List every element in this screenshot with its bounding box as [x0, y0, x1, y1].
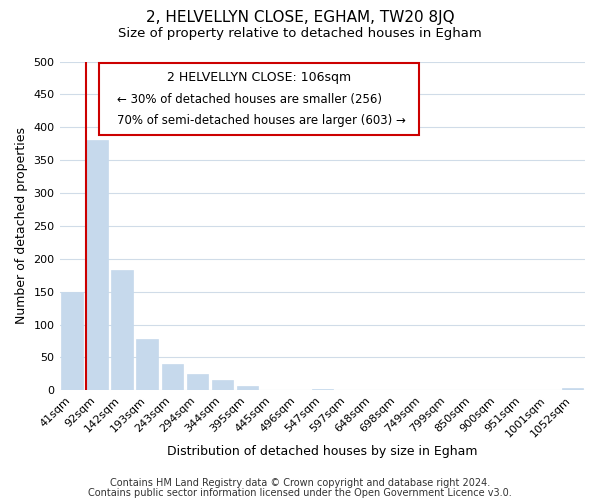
Bar — [311, 389, 333, 390]
Bar — [187, 374, 208, 390]
Text: 2 HELVELLYN CLOSE: 106sqm: 2 HELVELLYN CLOSE: 106sqm — [167, 70, 351, 84]
FancyBboxPatch shape — [99, 63, 419, 136]
Bar — [61, 292, 83, 390]
Bar — [161, 364, 183, 390]
Text: Contains public sector information licensed under the Open Government Licence v3: Contains public sector information licen… — [88, 488, 512, 498]
Bar — [236, 386, 258, 390]
Text: Size of property relative to detached houses in Egham: Size of property relative to detached ho… — [118, 28, 482, 40]
Bar — [136, 339, 158, 390]
Y-axis label: Number of detached properties: Number of detached properties — [15, 128, 28, 324]
Text: 70% of semi-detached houses are larger (603) →: 70% of semi-detached houses are larger (… — [118, 114, 406, 126]
Bar — [86, 140, 108, 390]
X-axis label: Distribution of detached houses by size in Egham: Distribution of detached houses by size … — [167, 444, 478, 458]
Bar — [112, 270, 133, 390]
Text: Contains HM Land Registry data © Crown copyright and database right 2024.: Contains HM Land Registry data © Crown c… — [110, 478, 490, 488]
Bar — [212, 380, 233, 390]
Text: 2, HELVELLYN CLOSE, EGHAM, TW20 8JQ: 2, HELVELLYN CLOSE, EGHAM, TW20 8JQ — [146, 10, 454, 25]
Bar — [562, 388, 583, 390]
Text: ← 30% of detached houses are smaller (256): ← 30% of detached houses are smaller (25… — [118, 93, 382, 106]
